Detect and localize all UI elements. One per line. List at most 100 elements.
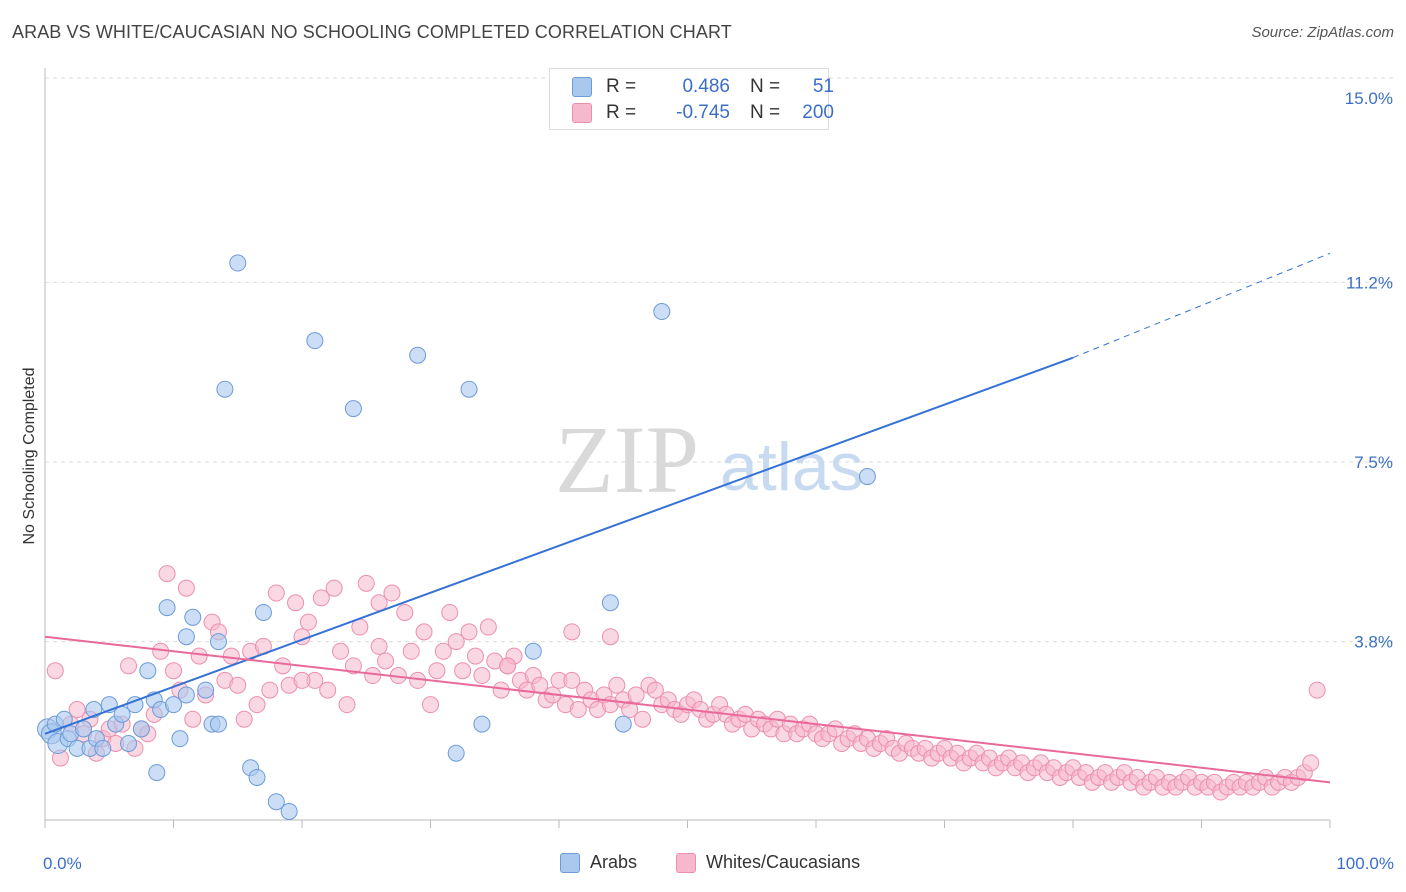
whites-point	[479, 618, 497, 636]
arabs-point	[209, 633, 227, 651]
whites-point	[357, 574, 375, 592]
arabs-point	[139, 662, 157, 680]
whites-point	[312, 589, 330, 607]
whites-point	[248, 696, 266, 714]
whites-point	[1308, 681, 1326, 699]
tick-labels: 3.8% 7.5% 11.2% 15.0% 0.0% 100.0% No Schooling…	[21, 89, 1394, 873]
whites-point	[492, 681, 510, 699]
arabs-point	[120, 734, 138, 752]
legend-label: Whites/Caucasians	[706, 852, 861, 872]
whites-point	[229, 676, 247, 694]
n-label: N =	[750, 102, 781, 123]
r-label: R =	[606, 102, 637, 123]
whites-point	[499, 657, 517, 675]
whites-point	[621, 701, 639, 719]
arabs-point	[177, 628, 195, 646]
grid-layer	[45, 77, 1395, 643]
whites-point	[274, 657, 292, 675]
whites-point	[338, 696, 356, 714]
series-arabs-points	[37, 254, 876, 820]
whites-point	[46, 662, 64, 680]
x-tick-label: 100.0%	[1336, 854, 1394, 873]
arabs-point	[158, 599, 176, 617]
whites-trend-line	[44, 635, 1331, 784]
stats-row-whites: R = -0.745 N = 200	[572, 100, 834, 126]
arabs-point	[601, 594, 619, 612]
arabs-point	[75, 720, 93, 738]
stats-row-arabs: R = 0.486 N = 51	[572, 74, 834, 100]
y-tick-label: 3.8%	[1354, 633, 1393, 652]
whites-point	[402, 642, 420, 660]
watermark-atlas: atlas	[720, 429, 864, 505]
whites-point	[325, 579, 343, 597]
whites-legend-swatch	[676, 852, 696, 873]
whites-point	[299, 613, 317, 631]
arabs-point	[229, 254, 247, 272]
whites-point	[68, 701, 86, 719]
arabs-point	[306, 332, 324, 350]
arabs-point	[267, 793, 285, 811]
chart-title: ARAB VS WHITE/CAUCASIAN NO SCHOOLING COM…	[12, 22, 732, 42]
whites-point	[120, 657, 138, 675]
arabs-point	[473, 715, 491, 733]
whites-point	[364, 667, 382, 685]
whites-point	[441, 603, 459, 621]
whites-point	[158, 565, 176, 583]
whites-point	[646, 681, 664, 699]
arabs-point	[858, 468, 876, 486]
arabs-legend-swatch	[560, 852, 580, 873]
whites-point	[428, 662, 446, 680]
whites-point	[261, 681, 279, 699]
legend-item-arabs[interactable]: Arabs	[560, 852, 637, 873]
whites-point	[460, 623, 478, 641]
trend-lines	[44, 252, 1331, 784]
n-label: N =	[750, 76, 781, 97]
whites-point	[235, 710, 253, 728]
whites-point	[422, 696, 439, 714]
whites-point	[287, 594, 305, 612]
whites-point	[184, 710, 202, 728]
whites-point	[293, 671, 311, 689]
whites-point	[319, 681, 337, 699]
axis-layer	[44, 68, 1331, 828]
whites-point	[177, 579, 195, 597]
x-tick-label: 0.0%	[43, 854, 82, 873]
whites-point	[415, 623, 433, 641]
watermark-zip: ZIP	[555, 406, 699, 513]
arabs-point	[177, 686, 195, 704]
watermark: ZIP atlas	[555, 406, 864, 513]
arabs-point	[94, 739, 112, 757]
r-value: -0.745	[676, 102, 730, 123]
y-tick-label: 7.5%	[1354, 453, 1393, 472]
whites-point	[377, 652, 395, 670]
r-label: R =	[606, 76, 637, 97]
n-value: 200	[802, 102, 834, 123]
whites-point	[396, 603, 414, 621]
arabs-point	[184, 608, 202, 626]
arabs-trend-line	[44, 356, 1074, 735]
whites-point	[370, 637, 388, 655]
whites-point	[601, 628, 619, 646]
legend-item-whites[interactable]: Whites/Caucasians	[676, 852, 860, 873]
whites-point	[190, 647, 208, 665]
whites-point	[1302, 754, 1320, 772]
y-tick-label: 15.0%	[1345, 89, 1393, 108]
arabs-point	[614, 715, 632, 733]
whites-point	[608, 676, 626, 694]
arabs-trend-extension	[1072, 252, 1331, 359]
whites-point	[165, 662, 182, 680]
arabs-point	[171, 730, 189, 748]
arabs-point	[248, 768, 266, 786]
arabs-point	[254, 603, 272, 621]
series-whites-points	[46, 565, 1326, 801]
arabs-point	[197, 681, 215, 699]
whites-point	[447, 633, 465, 651]
arabs-point	[132, 720, 150, 738]
whites-point	[466, 647, 484, 665]
chart-source: Source: ZipAtlas.com	[1251, 24, 1394, 41]
whites-point	[434, 642, 452, 660]
whites-point	[634, 710, 652, 728]
arabs-swatch	[572, 77, 592, 97]
whites-point	[563, 671, 581, 689]
